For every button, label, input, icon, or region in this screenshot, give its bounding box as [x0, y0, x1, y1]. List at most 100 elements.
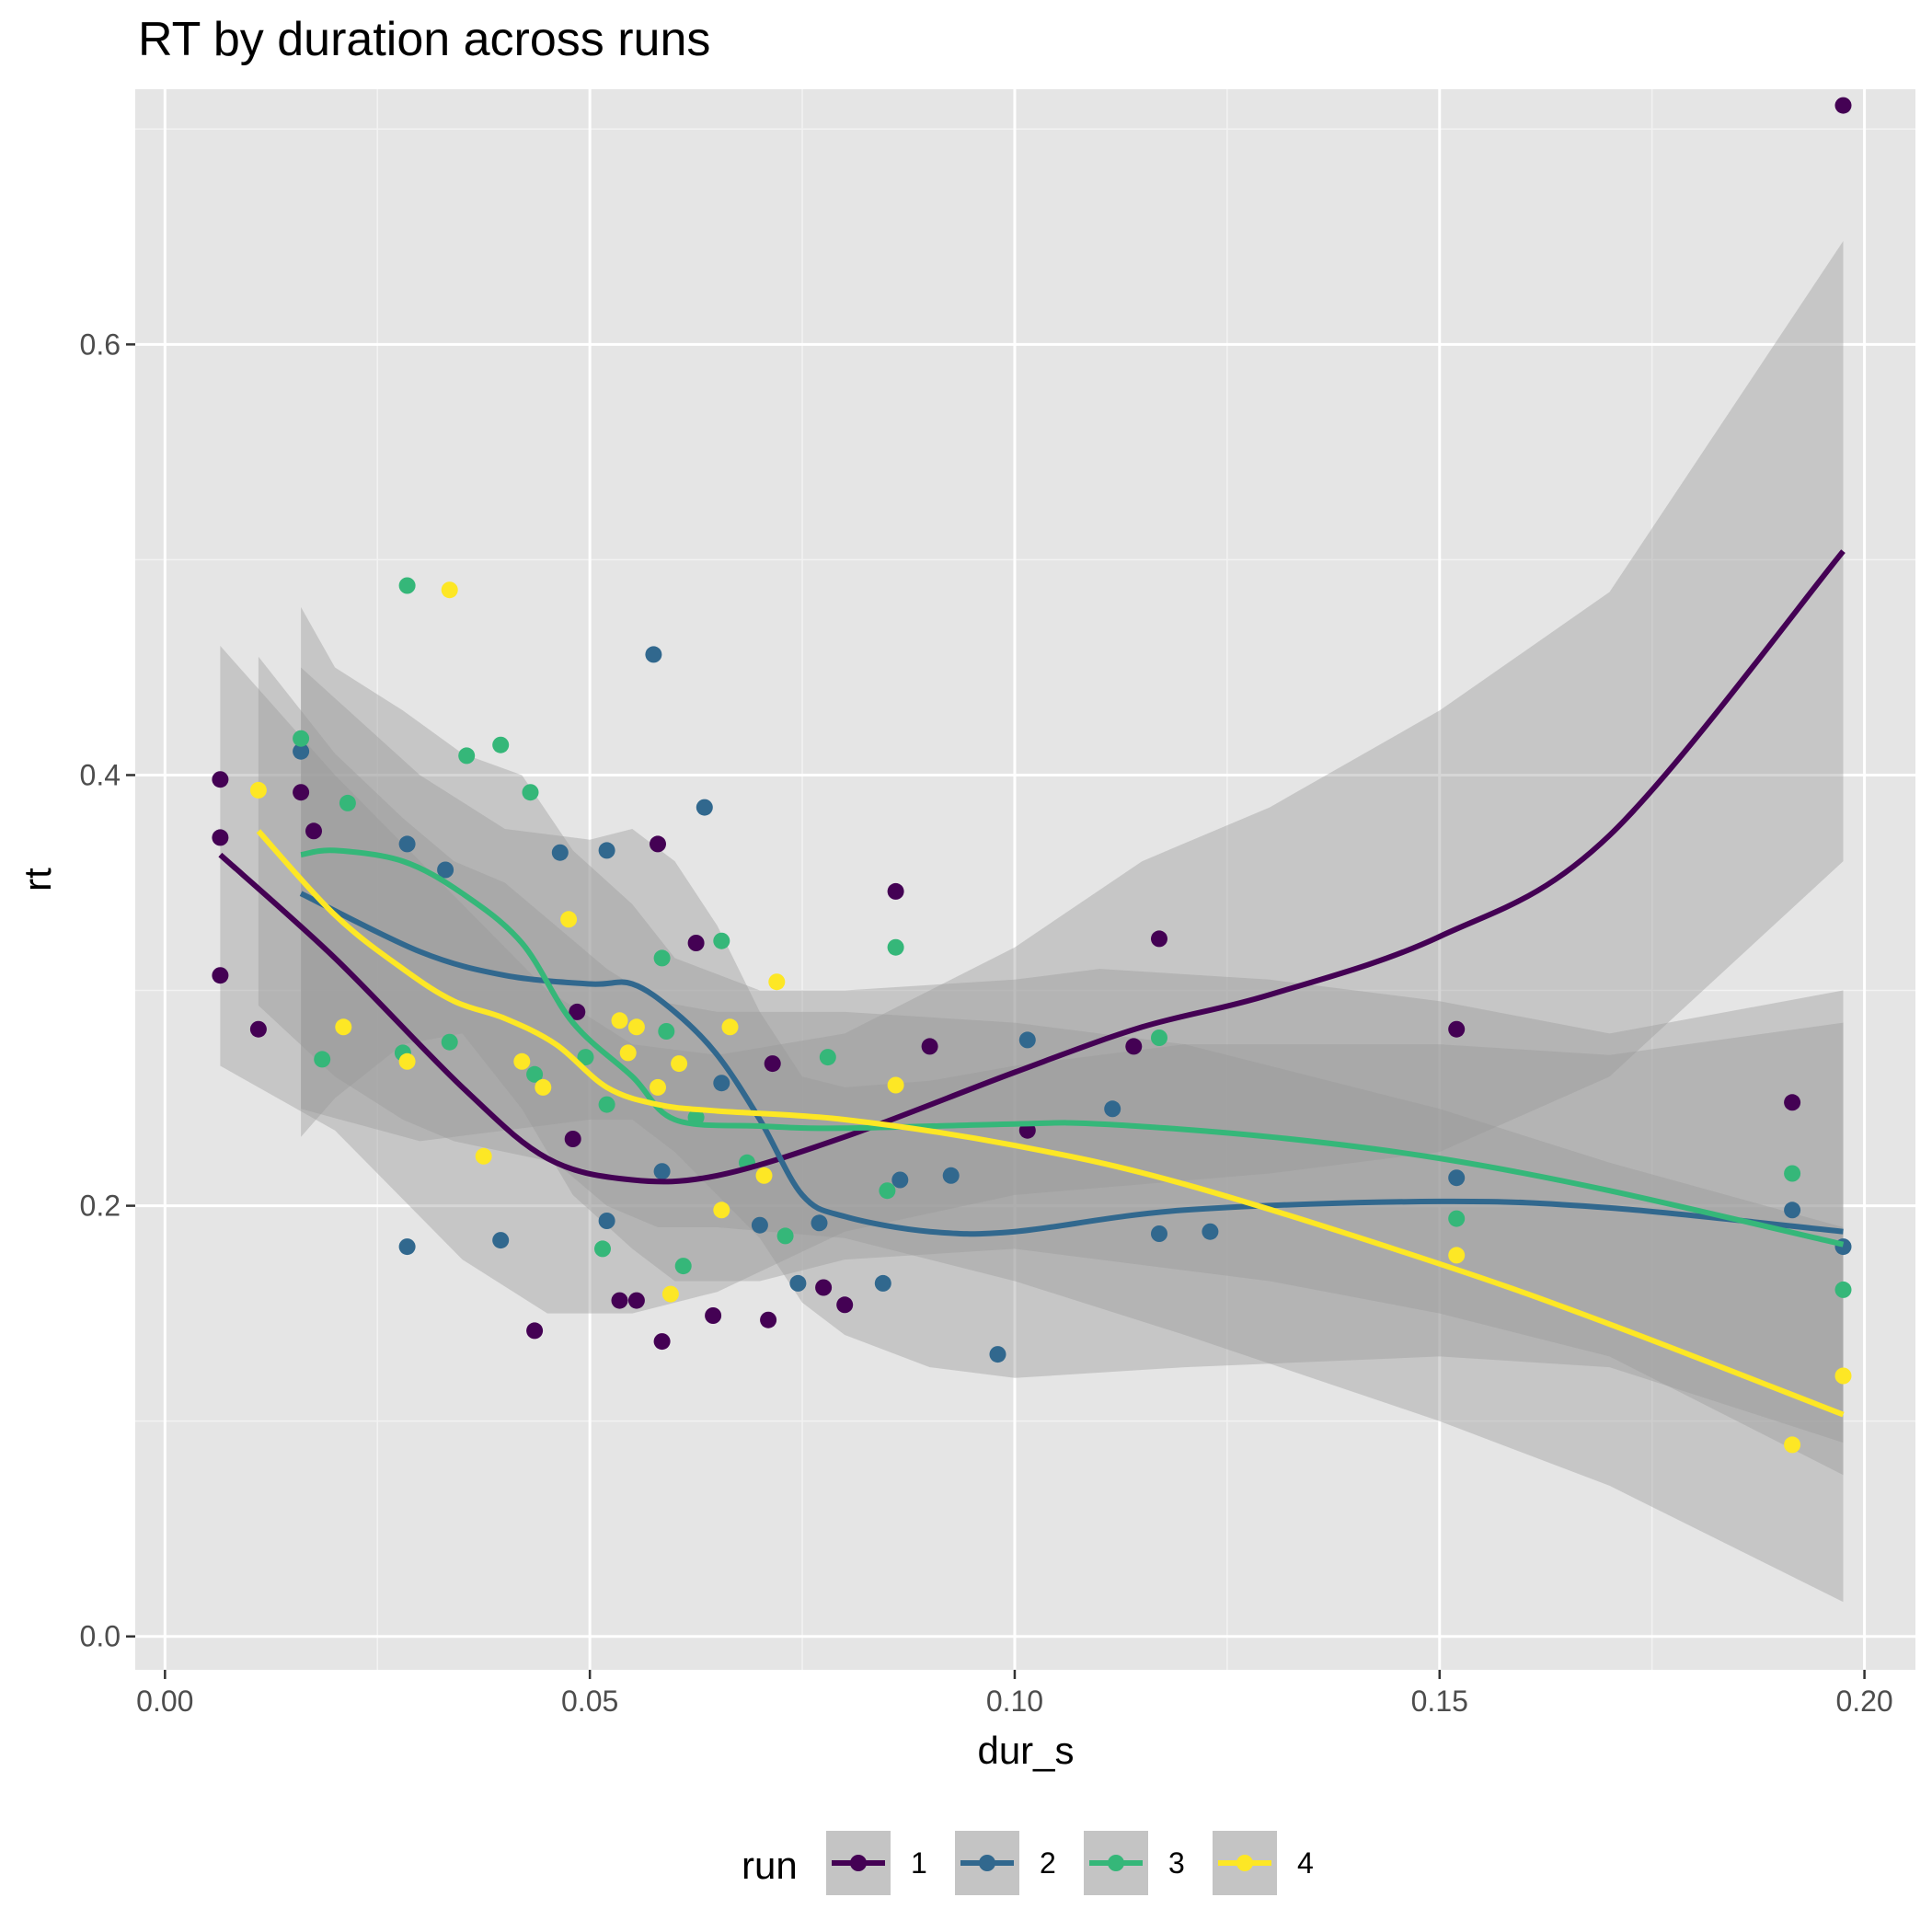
y-tick-label: 0.4 — [80, 758, 121, 791]
data-point-run-3 — [879, 1182, 895, 1199]
data-point-run-4 — [768, 973, 785, 990]
data-point-run-4 — [442, 581, 458, 598]
x-tick-label: 0.15 — [1411, 1685, 1468, 1718]
data-point-run-2 — [1019, 1031, 1036, 1048]
data-point-run-3 — [1448, 1211, 1465, 1227]
legend-item-run-1: 1 — [826, 1831, 927, 1895]
data-point-run-2 — [399, 835, 416, 852]
data-point-run-4 — [1784, 1436, 1800, 1453]
data-point-run-4 — [535, 1079, 551, 1096]
data-point-run-1 — [760, 1312, 776, 1328]
data-point-run-2 — [599, 1213, 615, 1229]
legend: run 1 2 3 4 — [742, 1831, 1314, 1895]
data-point-run-2 — [990, 1346, 1006, 1363]
data-point-run-2 — [654, 1163, 671, 1179]
data-point-run-4 — [888, 1077, 904, 1094]
data-point-run-3 — [339, 795, 356, 811]
data-point-run-4 — [476, 1148, 492, 1165]
data-point-run-3 — [594, 1240, 611, 1257]
data-point-run-4 — [756, 1167, 773, 1184]
data-point-run-1 — [628, 1293, 645, 1309]
x-axis: 0.00 0.05 0.10 0.15 0.20 — [136, 1670, 1893, 1718]
data-point-run-3 — [658, 1023, 674, 1040]
legend-item-run-4: 4 — [1213, 1831, 1314, 1895]
data-point-run-4 — [662, 1286, 679, 1303]
x-tick-label: 0.00 — [136, 1685, 193, 1718]
y-tick-label: 0.2 — [80, 1190, 121, 1223]
x-tick-label: 0.20 — [1835, 1685, 1892, 1718]
data-point-run-1 — [526, 1322, 543, 1339]
data-point-run-1 — [922, 1038, 938, 1054]
data-point-run-4 — [513, 1053, 530, 1070]
data-point-run-1 — [612, 1293, 628, 1309]
data-point-run-1 — [888, 883, 904, 900]
data-point-run-1 — [815, 1280, 832, 1296]
data-point-run-3 — [399, 578, 416, 594]
data-point-run-1 — [565, 1131, 581, 1147]
data-point-run-3 — [713, 933, 730, 949]
data-point-run-1 — [1125, 1038, 1142, 1054]
x-tick-label: 0.10 — [986, 1685, 1043, 1718]
data-point-run-1 — [250, 1021, 267, 1038]
data-point-run-2 — [696, 799, 713, 816]
data-point-run-4 — [399, 1053, 416, 1070]
data-point-run-1 — [1835, 98, 1852, 114]
data-point-run-2 — [713, 1075, 730, 1091]
data-point-run-3 — [1835, 1282, 1852, 1298]
data-point-run-1 — [1448, 1021, 1465, 1038]
data-point-run-2 — [1202, 1224, 1218, 1240]
data-point-run-3 — [675, 1258, 692, 1274]
data-point-run-2 — [1784, 1202, 1800, 1218]
legend-label-run-1: 1 — [911, 1846, 927, 1880]
data-point-run-3 — [523, 784, 539, 800]
y-axis: 0.0 0.2 0.4 0.6 — [80, 328, 135, 1652]
data-point-run-4 — [335, 1018, 351, 1035]
data-point-run-3 — [492, 737, 509, 753]
legend-label-run-2: 2 — [1040, 1846, 1056, 1880]
data-point-run-4 — [671, 1055, 687, 1072]
data-point-run-2 — [891, 1172, 908, 1189]
data-point-run-1 — [650, 835, 666, 852]
data-point-run-3 — [777, 1227, 794, 1244]
data-point-run-1 — [212, 829, 228, 845]
data-point-run-2 — [599, 842, 615, 858]
data-point-run-2 — [492, 1232, 509, 1248]
legend-item-run-2: 2 — [955, 1831, 1056, 1895]
data-point-run-2 — [943, 1167, 960, 1184]
data-point-run-1 — [212, 771, 228, 788]
data-point-run-3 — [442, 1034, 458, 1051]
data-point-run-2 — [789, 1275, 806, 1292]
data-point-run-2 — [1448, 1169, 1465, 1186]
legend-item-run-3: 3 — [1084, 1831, 1185, 1895]
x-tick-label: 0.05 — [561, 1685, 618, 1718]
data-point-run-2 — [1104, 1100, 1121, 1117]
y-axis-title: rt — [16, 868, 59, 891]
data-point-run-1 — [688, 935, 705, 951]
data-point-run-2 — [645, 646, 661, 662]
data-point-run-4 — [713, 1202, 730, 1218]
data-point-run-2 — [752, 1217, 768, 1234]
data-point-run-1 — [305, 822, 322, 839]
legend-key-point — [1108, 1855, 1124, 1871]
data-point-run-2 — [399, 1238, 416, 1255]
data-point-run-3 — [654, 949, 671, 966]
data-point-run-3 — [888, 939, 904, 956]
data-point-run-1 — [293, 784, 309, 800]
data-point-run-4 — [612, 1012, 628, 1029]
data-point-run-3 — [599, 1097, 615, 1113]
data-point-run-1 — [654, 1333, 671, 1350]
data-point-run-4 — [722, 1018, 739, 1035]
legend-label-run-3: 3 — [1168, 1846, 1185, 1880]
legend-title: run — [742, 1844, 798, 1887]
data-point-run-1 — [212, 967, 228, 983]
legend-key-point — [1236, 1855, 1253, 1871]
x-axis-title: dur_s — [977, 1729, 1074, 1772]
data-point-run-2 — [875, 1275, 891, 1292]
data-point-run-1 — [836, 1296, 853, 1313]
data-point-run-4 — [1448, 1247, 1465, 1263]
legend-key-point — [850, 1855, 867, 1871]
data-point-run-3 — [314, 1051, 330, 1067]
data-point-run-4 — [620, 1044, 637, 1061]
data-point-run-1 — [705, 1307, 721, 1324]
